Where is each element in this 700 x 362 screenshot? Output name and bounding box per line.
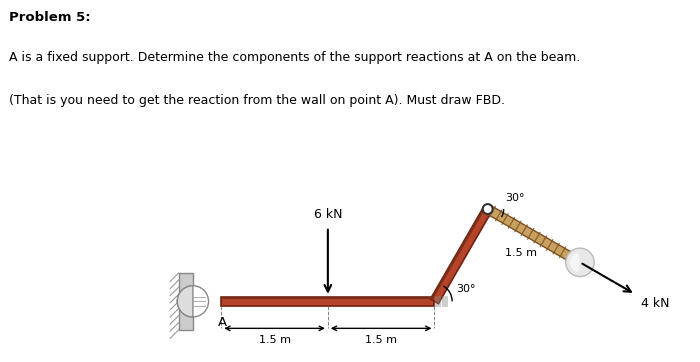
Text: 1.5 m: 1.5 m	[365, 335, 397, 345]
Text: 6 kN: 6 kN	[314, 208, 342, 221]
Polygon shape	[430, 207, 486, 300]
Text: 1.5 m: 1.5 m	[258, 335, 290, 345]
Text: A is a fixed support. Determine the components of the support reactions at A on : A is a fixed support. Determine the comp…	[9, 51, 580, 64]
Wedge shape	[177, 286, 193, 317]
Bar	[178, 273, 193, 330]
Text: 30°: 30°	[456, 284, 475, 294]
Text: (That is you need to get the reaction from the wall on point A). Must draw FBD.: (That is you need to get the reaction fr…	[9, 94, 505, 107]
Bar	[221, 297, 435, 306]
Polygon shape	[485, 205, 582, 266]
Text: 4 kN: 4 kN	[641, 297, 669, 310]
Circle shape	[483, 204, 493, 214]
Text: 30°: 30°	[505, 193, 525, 203]
Text: Problem 5:: Problem 5:	[9, 11, 91, 24]
Text: 1.5 m: 1.5 m	[505, 248, 537, 258]
Text: A: A	[218, 316, 227, 329]
Bar	[221, 297, 435, 299]
Circle shape	[177, 286, 209, 317]
Polygon shape	[430, 207, 491, 304]
Circle shape	[566, 248, 594, 277]
Wedge shape	[570, 253, 580, 272]
